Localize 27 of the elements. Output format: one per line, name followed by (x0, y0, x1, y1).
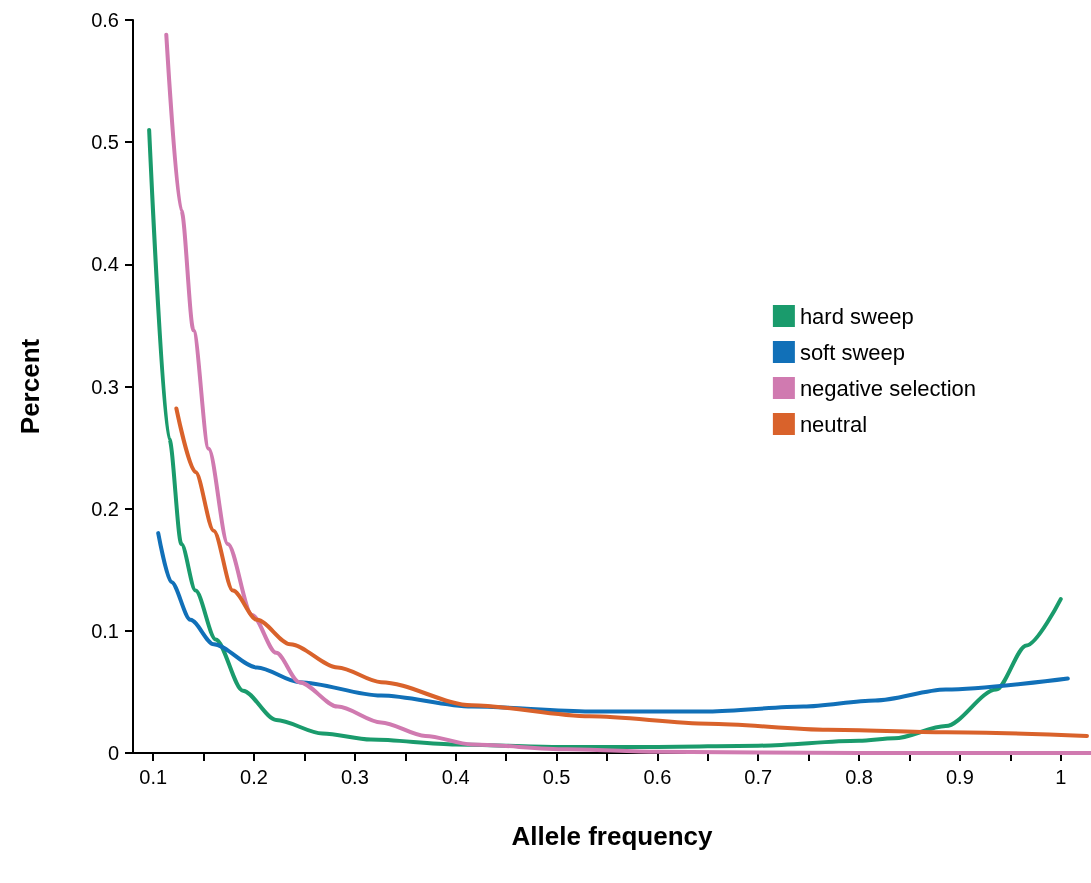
line-series (156, 531, 1070, 714)
y-tick-label: 0 (107, 742, 119, 764)
legend-label: soft sweep (799, 339, 906, 365)
y-tick-label: 0.2 (91, 497, 119, 520)
y-axis-title: Percent (15, 338, 45, 435)
x-tick-label: 0.3 (340, 766, 369, 788)
legend-label: neutral (799, 411, 868, 437)
y-tick-label: 0.4 (91, 253, 119, 276)
line-series (147, 127, 1063, 749)
x-tick-label: 0.9 (946, 766, 974, 788)
line-series (174, 406, 1089, 738)
y-tick-label: 0.1 (91, 619, 119, 642)
line-series (164, 32, 1091, 755)
y-tick-label: 0.6 (91, 9, 119, 31)
x-axis-title: Allele frequency (511, 821, 713, 851)
x-tick-label: 0.1 (139, 766, 168, 788)
x-tick-label: 0.5 (542, 766, 571, 788)
x-tick-label: 0.7 (744, 766, 773, 788)
y-tick-label: 0.3 (91, 375, 119, 398)
legend-label: negative selection (799, 375, 977, 401)
x-tick-label: 0.8 (845, 766, 873, 788)
x-tick-label: 1 (1055, 766, 1067, 788)
x-tick-label: 0.4 (441, 766, 470, 788)
x-tick-label: 0.2 (240, 766, 268, 788)
x-tick-label: 0.6 (643, 766, 672, 788)
y-tick-label: 0.5 (91, 131, 119, 154)
legend-label: hard sweep (799, 303, 914, 329)
